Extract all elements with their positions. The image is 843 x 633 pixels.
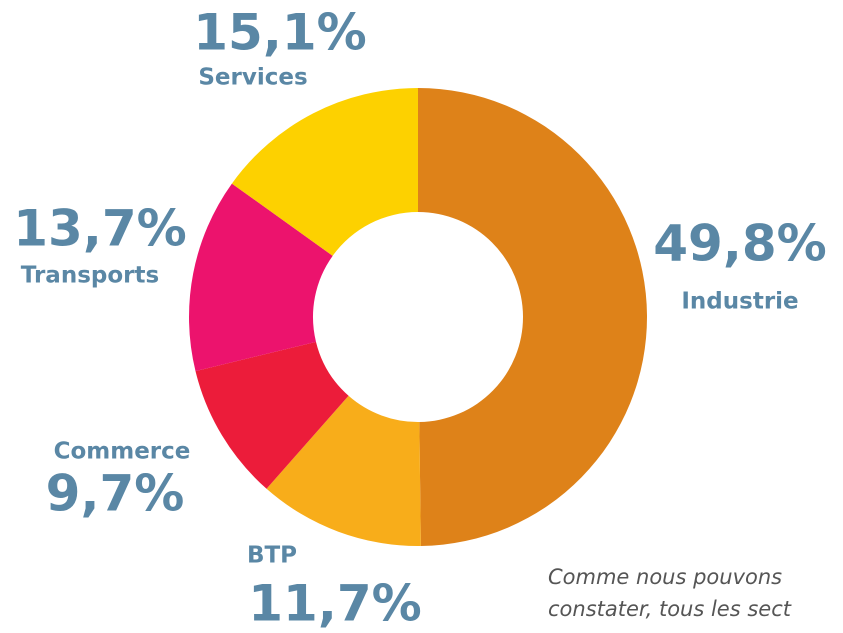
category-label: Transports — [21, 263, 159, 289]
donut-slice — [189, 183, 333, 372]
annotation: Comme nous pouvons — [548, 565, 782, 589]
value-label: 15,1% — [193, 4, 366, 62]
donut-slice — [195, 341, 349, 489]
value-label: 49,8% — [653, 215, 826, 273]
value-label: 11,7% — [248, 575, 421, 633]
value-label: 13,7% — [13, 200, 186, 258]
value-label: 9,7% — [46, 465, 185, 523]
donut-slice — [418, 88, 648, 546]
category-label: Services — [198, 65, 307, 91]
category-label: BTP — [247, 543, 297, 569]
category-label: Industrie — [681, 289, 798, 315]
annotation: constater, tous les sect — [548, 597, 792, 621]
donut-slice — [231, 88, 418, 256]
donut-slice — [266, 395, 421, 546]
category-label: Commerce — [54, 439, 191, 465]
